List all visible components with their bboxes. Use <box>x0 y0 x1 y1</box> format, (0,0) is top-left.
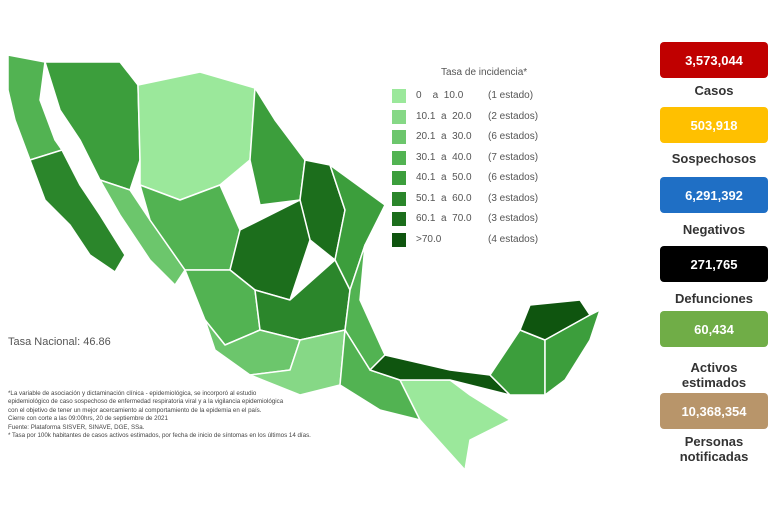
chihuahua <box>137 71 256 201</box>
notes: *La variable de asociación y dictaminaci… <box>8 390 368 440</box>
note-line: Cierre con corte a las 09:00hrs, 20 de s… <box>8 415 168 423</box>
sinaloa <box>99 179 186 286</box>
legend-count: (2 estados) <box>488 110 539 122</box>
yucatan <box>519 299 591 341</box>
stat-label: Defunciones <box>674 291 753 306</box>
quintana-roo <box>544 309 601 396</box>
tabasco <box>369 354 511 396</box>
stat-label: Personas notificadas <box>679 434 749 464</box>
legend-swatch <box>392 130 406 144</box>
legend-count: (1 estado) <box>488 90 534 101</box>
stat-label: Casos <box>694 83 734 98</box>
legend-count: (6 estados) <box>488 131 539 142</box>
legend-count: (7 estados) <box>488 151 539 163</box>
legend-swatch <box>392 171 406 185</box>
legend-range: 40.1 a 50.0 <box>416 172 472 183</box>
note-line: *La variable de asociación y dictaminaci… <box>8 390 257 397</box>
note-line: Fuente: Plataforma SISVER, SINAVE, DGE, … <box>8 423 145 431</box>
stat-value: 60,434 <box>660 311 768 347</box>
legend-swatch <box>392 191 406 206</box>
national-rate: Tasa Nacional: 46.86 <box>8 336 111 348</box>
legend-swatch <box>392 232 406 247</box>
legend-range: >70.0 <box>416 233 442 245</box>
stat-value: 271,765 <box>660 246 768 282</box>
note-line: epidemiológico de caso sospechoso de enf… <box>8 398 284 406</box>
legend-count: (4 estados) <box>488 233 539 245</box>
stat-value: 6,291,392 <box>660 177 768 213</box>
legend-count: (6 estados) <box>488 172 539 183</box>
stat-label: Activos estimados <box>681 360 747 390</box>
stat-value: 3,573,044 <box>660 42 768 78</box>
legend-range: 20.1 a 30.0 <box>416 131 472 142</box>
legend-count: (3 estados) <box>488 213 539 224</box>
legend-swatch <box>392 150 406 165</box>
legend-range: 50.1 a 60.0 <box>416 192 472 204</box>
stat-label: Negativos <box>682 222 746 237</box>
legend-range: 60.1 a 70.0 <box>416 213 472 224</box>
legend-range: 0 a 10.0 <box>416 90 464 101</box>
stat-label: Sospechosos <box>671 151 757 166</box>
legend-range: 30.1 a 40.0 <box>416 151 472 163</box>
legend-swatch <box>392 212 406 226</box>
legend-title: Tasa de incidencia* <box>441 67 528 78</box>
map <box>7 54 601 471</box>
chiapas <box>399 379 511 471</box>
legend-swatch <box>392 109 406 124</box>
stat-value: 10,368,354 <box>660 393 768 429</box>
legend-swatch <box>392 89 406 103</box>
stat-value: 503,918 <box>660 107 768 143</box>
note-line: * Tasa por 100k habitantes de casos acti… <box>8 432 311 440</box>
legend-count: (3 estados) <box>488 192 539 204</box>
legend-range: 10.1 a 20.0 <box>416 110 472 122</box>
baja-california-sur <box>29 149 126 273</box>
coahuila <box>249 87 306 206</box>
note-line: con el objetivo de tener un mejor acerca… <box>8 406 262 414</box>
